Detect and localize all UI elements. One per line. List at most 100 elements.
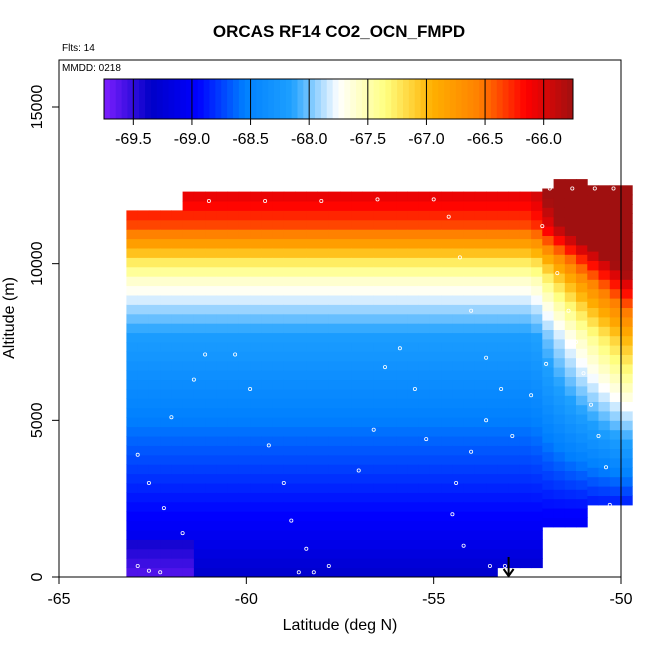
heatmap-cell <box>227 389 240 399</box>
heatmap-cell <box>306 229 318 240</box>
heatmap-cell <box>418 445 431 456</box>
heatmap-cell <box>261 417 273 428</box>
heatmap-cell <box>328 219 341 230</box>
heatmap-cell <box>340 511 352 522</box>
colorbar-segment <box>244 79 251 119</box>
heatmap-cell <box>148 360 161 371</box>
heatmap-cell <box>171 389 184 399</box>
heatmap-cell <box>362 304 375 315</box>
heatmap-cell <box>137 530 150 540</box>
heatmap-cell <box>486 332 498 343</box>
heatmap-cell <box>576 244 588 255</box>
heatmap-cell <box>193 483 206 493</box>
heatmap-cell <box>564 498 577 509</box>
heatmap-cell <box>497 351 510 362</box>
heatmap-cell <box>340 266 352 277</box>
heatmap-cell <box>160 539 172 550</box>
heatmap-cell <box>373 398 386 409</box>
heatmap-cell <box>171 567 184 578</box>
colorbar-segment <box>426 79 433 119</box>
colorbar-frame <box>103 78 574 120</box>
heatmap-cell <box>295 342 307 352</box>
heatmap-cell <box>486 201 498 211</box>
heatmap-cell <box>362 398 375 409</box>
heatmap-cell <box>261 530 273 540</box>
heatmap-cell <box>160 483 172 493</box>
heatmap-cell <box>474 454 487 465</box>
heatmap-cell <box>542 451 554 462</box>
heatmap-cell <box>418 436 431 446</box>
heatmap-cell <box>452 285 465 296</box>
heatmap-cell <box>407 464 420 475</box>
heatmap-cell <box>418 379 431 390</box>
heatmap-cell <box>362 210 375 221</box>
heatmap-cell <box>238 342 251 352</box>
heatmap-cell <box>328 285 341 296</box>
heatmap-cell <box>317 210 330 221</box>
heatmap-cell <box>351 370 363 381</box>
heatmap-cell <box>418 530 431 540</box>
heatmap-cell <box>486 323 498 334</box>
heatmap-cell <box>283 473 296 484</box>
heatmap-cell <box>351 304 363 315</box>
heatmap-cell <box>463 539 476 550</box>
heatmap-cell <box>396 558 408 569</box>
heatmap-cell <box>328 511 341 522</box>
colorbar-segment <box>274 79 281 119</box>
heatmap-cell <box>497 483 510 493</box>
heatmap-cell <box>407 389 420 399</box>
heatmap-cell <box>564 357 577 368</box>
heatmap-cell <box>598 457 611 468</box>
heatmap-cell <box>171 370 184 381</box>
heatmap-cell <box>508 473 521 484</box>
heatmap-cell <box>598 467 611 478</box>
heatmap-cell <box>609 232 622 243</box>
heatmap-cell <box>261 511 273 522</box>
heatmap-cell <box>587 316 599 327</box>
heatmap-cell <box>272 454 285 465</box>
heatmap-cell <box>542 273 554 283</box>
heatmap-cell <box>497 219 510 230</box>
heatmap-cell <box>362 548 375 559</box>
heatmap-cell <box>295 238 307 249</box>
heatmap-cell <box>508 332 521 343</box>
heatmap-cell <box>283 332 296 343</box>
heatmap-cell <box>126 445 139 456</box>
heatmap-cell <box>340 520 352 531</box>
heatmap-cell <box>418 473 431 484</box>
heatmap-cell <box>508 201 521 211</box>
colorbar-segment <box>209 79 216 119</box>
heatmap-cell <box>396 229 408 240</box>
heatmap-cell <box>328 483 341 493</box>
heatmap-cell <box>227 548 240 559</box>
heatmap-cell <box>508 464 521 475</box>
heatmap-cell <box>171 501 184 512</box>
heatmap-cell <box>351 445 363 456</box>
heatmap-cell <box>497 539 510 550</box>
heatmap-cell <box>160 530 172 540</box>
heatmap-cell <box>463 219 476 230</box>
heatmap-cell <box>126 389 139 399</box>
heatmap-cell <box>137 332 150 343</box>
heatmap-cell <box>598 269 611 280</box>
heatmap-cell <box>508 417 521 428</box>
heatmap-cell <box>474 379 487 390</box>
heatmap-cell <box>553 461 566 471</box>
heatmap-cell <box>250 351 262 362</box>
heatmap-cell <box>328 501 341 512</box>
heatmap-cell <box>250 558 262 569</box>
heatmap-cell <box>531 530 543 540</box>
heatmap-cell <box>160 266 172 277</box>
heatmap-cell <box>171 304 184 315</box>
heatmap-cell <box>429 539 442 550</box>
flight-track-point <box>487 564 492 569</box>
heatmap-cell <box>519 191 532 202</box>
heatmap-cell <box>362 370 375 381</box>
heatmap-cell <box>497 332 510 343</box>
heatmap-cell <box>340 454 352 465</box>
heatmap-cell <box>497 407 510 418</box>
flight-track-point <box>592 186 597 191</box>
heatmap-cell <box>306 313 318 324</box>
heatmap-cell <box>182 483 195 493</box>
heatmap-cell <box>328 436 341 446</box>
